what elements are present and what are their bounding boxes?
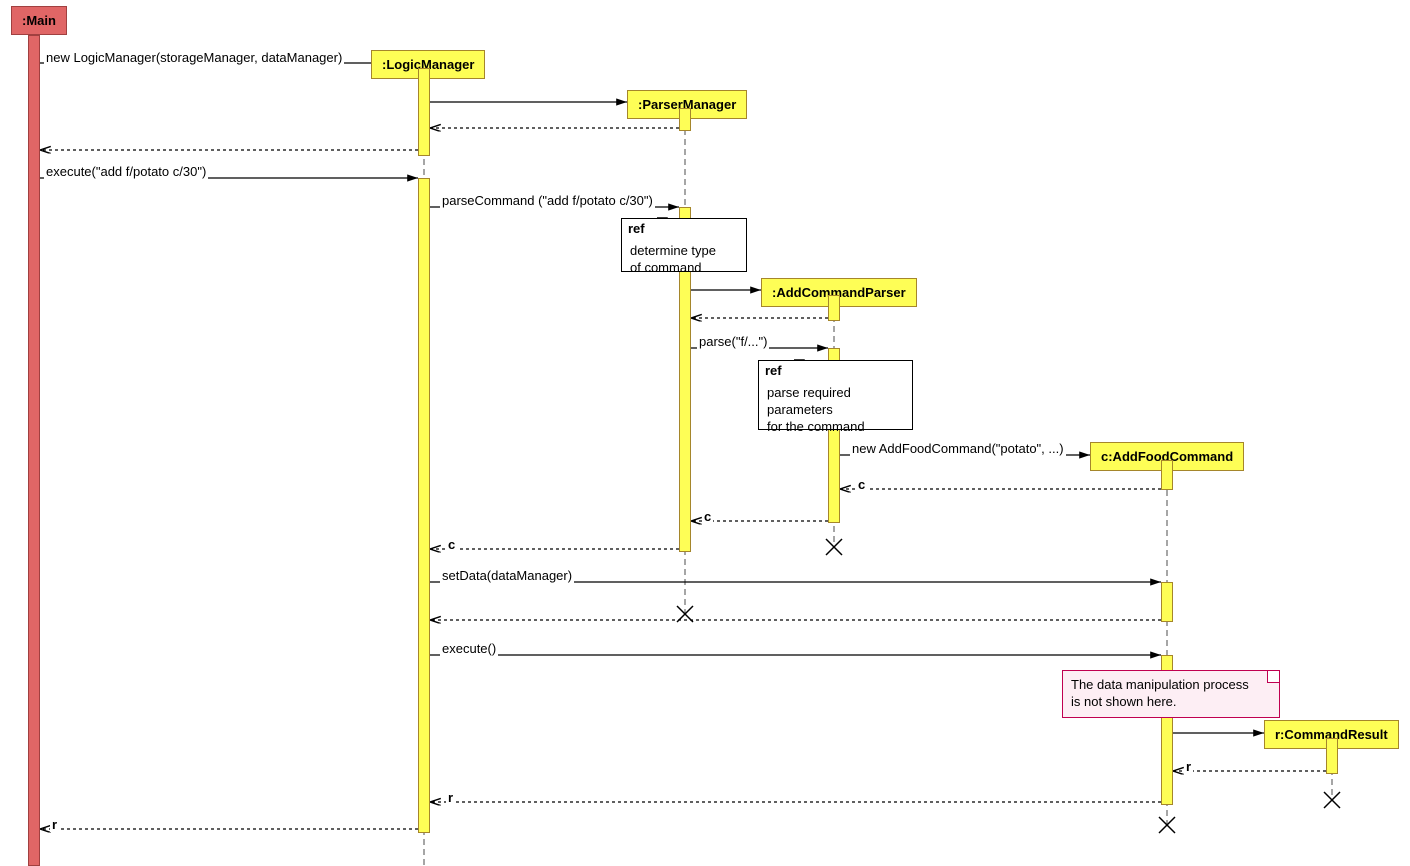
message-m7r: c bbox=[856, 477, 867, 492]
ref-parse-params: ref parse required parameters for the co… bbox=[758, 360, 913, 430]
activation-addFood1 bbox=[1161, 460, 1173, 490]
ref-tab: ref bbox=[758, 360, 788, 380]
message-m6: parse("f/...") bbox=[697, 334, 769, 349]
message-m8: setData(dataManager) bbox=[440, 568, 574, 583]
message-m6r: c bbox=[702, 509, 713, 524]
message-m10r: r bbox=[1184, 759, 1193, 774]
activation-parser1 bbox=[679, 108, 691, 131]
activation-logic1 bbox=[418, 68, 430, 156]
message-m9r: r bbox=[446, 790, 455, 805]
message-m9: execute() bbox=[440, 641, 498, 656]
destroy-d_addFood bbox=[1157, 815, 1177, 838]
destroy-d_result bbox=[1322, 790, 1342, 813]
note-data-manipulation: The data manipulation process is not sho… bbox=[1062, 670, 1280, 718]
sequence-diagram: :Main :LogicManager :ParserManager :AddC… bbox=[0, 0, 1410, 866]
lifelines-layer bbox=[0, 0, 1410, 866]
destroy-d_addParser bbox=[824, 537, 844, 560]
message-m7: new AddFoodCommand("potato", ...) bbox=[850, 441, 1066, 456]
participant-main: :Main bbox=[11, 6, 67, 35]
message-m4: parseCommand ("add f/potato c/30") bbox=[440, 193, 655, 208]
activation-logic2 bbox=[418, 178, 430, 833]
activation-result1 bbox=[1326, 738, 1338, 774]
message-m3: execute("add f/potato c/30") bbox=[44, 164, 208, 179]
activation-main1 bbox=[28, 35, 40, 866]
message-m3r: r bbox=[50, 817, 59, 832]
message-m4r: c bbox=[446, 537, 457, 552]
ref-tab: ref bbox=[621, 218, 651, 238]
ref-determine-type: ref determine type of command bbox=[621, 218, 747, 272]
note-corner-icon bbox=[1267, 671, 1279, 683]
message-m1: new LogicManager(storageManager, dataMan… bbox=[44, 50, 344, 65]
activation-addFood2 bbox=[1161, 582, 1173, 622]
activation-addParser1 bbox=[828, 295, 840, 321]
destroy-d_parser bbox=[675, 604, 695, 627]
participant-main-label: :Main bbox=[22, 13, 56, 28]
